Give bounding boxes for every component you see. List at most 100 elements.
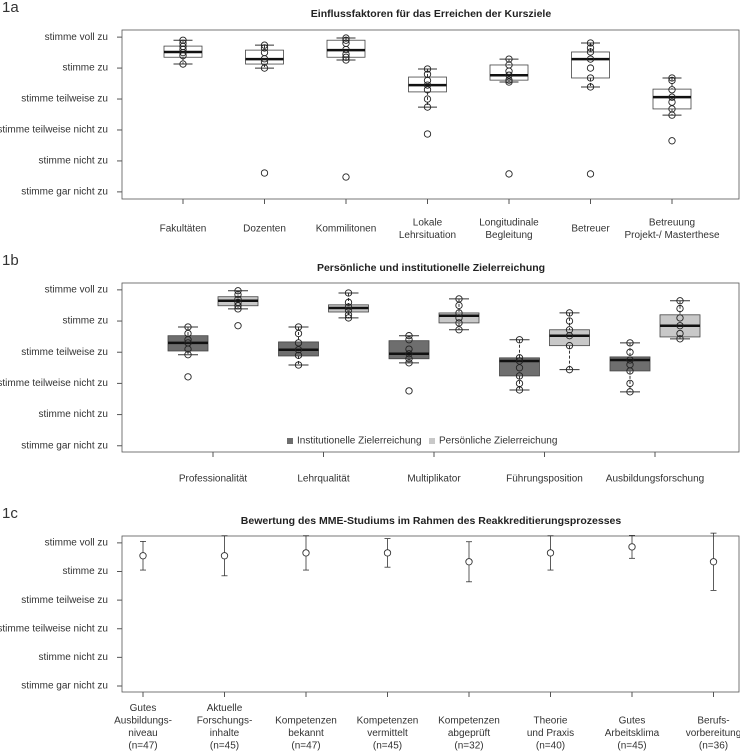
y-tick-label: stimme nicht zu <box>39 409 108 420</box>
data-point <box>423 86 432 94</box>
data-point <box>505 170 513 178</box>
data-point <box>405 332 413 340</box>
x-tick-label: Kommilitonen <box>316 224 377 235</box>
data-point <box>565 342 574 350</box>
data-point <box>515 357 524 365</box>
data-point <box>342 34 350 42</box>
data-point <box>668 93 676 101</box>
data-point <box>342 56 350 64</box>
data-point <box>586 64 595 72</box>
data-point <box>423 81 432 89</box>
data-point <box>260 64 269 72</box>
x-tick-label: Lokale <box>413 217 443 228</box>
y-tick-label: stimme gar nicht zu <box>21 440 108 451</box>
mean-point <box>139 552 147 560</box>
data-point <box>455 314 463 322</box>
data-point <box>515 386 524 394</box>
x-tick-label: Begleitung <box>485 230 532 241</box>
y-tick-label: stimme voll zu <box>45 285 108 296</box>
panel-label: 1b <box>2 252 19 269</box>
box <box>438 312 480 324</box>
y-tick-label: stimme zu <box>62 566 108 577</box>
y-tick-label: stimme teilweise nicht zu <box>0 623 108 634</box>
x-tick-label: Führungsposition <box>506 474 583 485</box>
data-point <box>626 367 634 375</box>
x-tick-label: Ausbildungs- <box>114 716 172 727</box>
data-point <box>565 366 574 374</box>
data-point <box>179 48 187 57</box>
data-point <box>342 36 350 44</box>
data-point <box>455 309 463 317</box>
data-point <box>455 326 463 334</box>
x-tick-label: inhalte <box>210 728 240 739</box>
data-point <box>260 169 269 177</box>
data-point <box>423 76 432 85</box>
legend-label: Institutionelle Zielerreichung <box>297 436 422 447</box>
x-tick-label: Projekt-/ Masterthese <box>624 230 719 241</box>
x-tick-label: Arbeitsklima <box>605 728 660 739</box>
data-point <box>586 39 595 47</box>
x-tick-label: Aktuelle <box>207 703 243 714</box>
box <box>326 39 366 58</box>
x-tick-label: (n=47) <box>291 741 320 752</box>
y-tick-label: stimme teilweise zu <box>21 347 108 358</box>
box <box>489 64 529 81</box>
x-tick-label: Kompetenzen <box>438 716 500 727</box>
plot-frame <box>121 282 740 453</box>
data-point <box>505 76 513 84</box>
y-tick-label: stimme voll zu <box>45 32 108 43</box>
data-point <box>342 53 350 61</box>
x-tick-label: (n=36) <box>699 741 728 752</box>
data-point <box>676 314 684 322</box>
x-tick-label: (n=47) <box>128 741 157 752</box>
data-point <box>294 329 303 338</box>
x-tick-label: niveau <box>128 728 157 739</box>
data-point <box>423 130 432 138</box>
data-point <box>626 356 634 364</box>
data-point <box>676 329 684 338</box>
data-point <box>234 322 242 330</box>
y-tick-label: stimme teilweise zu <box>21 595 108 606</box>
data-point <box>586 170 595 178</box>
data-point <box>668 86 676 94</box>
data-point <box>184 373 192 381</box>
data-point <box>344 306 353 314</box>
data-point <box>294 346 303 354</box>
data-point <box>260 41 269 49</box>
data-point <box>455 301 463 310</box>
panel-label: 1a <box>2 0 19 16</box>
box <box>245 49 284 65</box>
data-point <box>260 44 269 52</box>
x-tick-label: vorbereitung <box>686 728 740 739</box>
mean-point <box>628 543 636 551</box>
x-tick-label: Multiplikator <box>407 474 461 485</box>
y-tick-label: stimme nicht zu <box>39 652 108 663</box>
plot-frame <box>121 29 740 200</box>
box <box>549 329 590 347</box>
data-point <box>405 387 413 395</box>
x-tick-label: Berufs- <box>697 716 729 727</box>
x-tick-label: Kompetenzen <box>275 716 337 727</box>
data-point <box>626 379 634 388</box>
chart-title: Persönliche und institutionelle Zielerre… <box>317 262 545 274</box>
x-tick-label: abgeprüft <box>448 728 490 739</box>
data-point <box>586 83 595 91</box>
y-tick-label: stimme nicht zu <box>39 156 108 167</box>
data-point <box>184 345 192 353</box>
data-point <box>565 332 574 340</box>
data-point <box>676 297 684 305</box>
mean-point <box>465 558 473 566</box>
data-point <box>565 317 574 325</box>
data-point <box>423 65 432 73</box>
x-tick-label: Betreuung <box>649 217 695 228</box>
data-point <box>668 74 676 82</box>
data-point <box>234 302 242 310</box>
x-tick-label: Theorie <box>534 716 568 727</box>
y-tick-label: stimme teilweise nicht zu <box>0 378 108 389</box>
chart-title: Bewertung des MME-Studiums im Rahmen des… <box>241 515 622 527</box>
data-point <box>676 335 684 343</box>
x-tick-label: Gutes <box>130 703 157 714</box>
y-tick-label: stimme zu <box>62 316 108 327</box>
mean-point <box>546 549 555 557</box>
